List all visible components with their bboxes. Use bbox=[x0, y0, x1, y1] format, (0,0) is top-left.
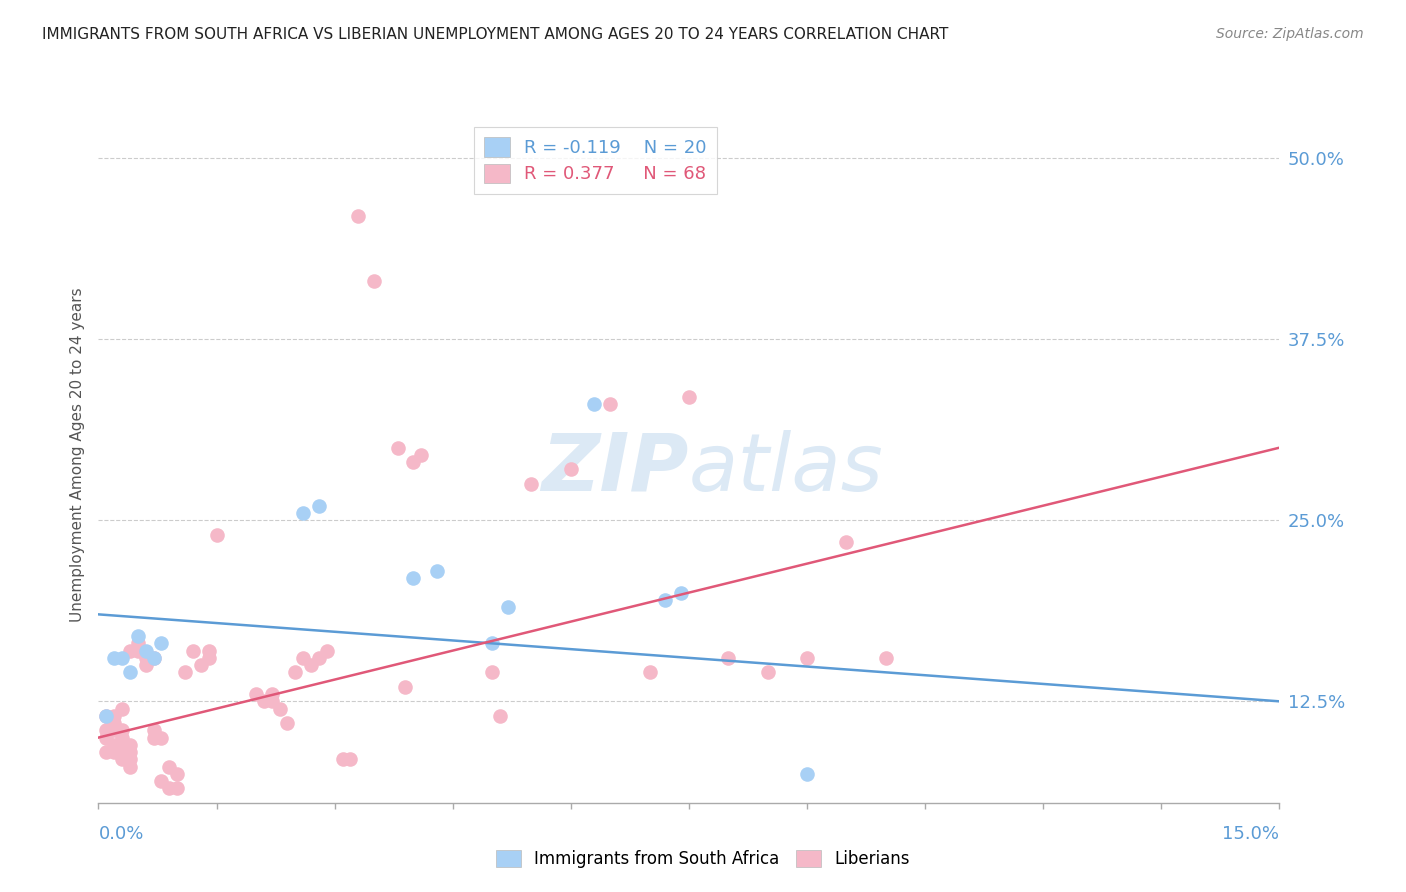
Point bbox=[118, 745, 141, 759]
Point bbox=[835, 535, 858, 549]
Point bbox=[127, 629, 149, 643]
Point bbox=[426, 564, 449, 578]
Point bbox=[96, 745, 118, 759]
Point bbox=[111, 723, 134, 738]
Point bbox=[150, 636, 173, 650]
Point bbox=[157, 781, 180, 796]
Point bbox=[142, 723, 165, 738]
Point bbox=[654, 592, 676, 607]
Point bbox=[190, 658, 212, 673]
Point bbox=[197, 643, 219, 657]
Point bbox=[166, 766, 188, 781]
Point bbox=[103, 723, 125, 738]
Point bbox=[387, 441, 409, 455]
Legend: Immigrants from South Africa, Liberians: Immigrants from South Africa, Liberians bbox=[489, 843, 917, 875]
Point bbox=[292, 506, 315, 520]
Point bbox=[111, 752, 134, 766]
Point bbox=[118, 738, 141, 752]
Point bbox=[394, 680, 416, 694]
Point bbox=[166, 781, 188, 796]
Point bbox=[103, 651, 125, 665]
Point bbox=[315, 643, 337, 657]
Point bbox=[103, 708, 125, 723]
Point bbox=[103, 716, 125, 731]
Point bbox=[111, 731, 134, 745]
Text: 15.0%: 15.0% bbox=[1222, 825, 1279, 843]
Point bbox=[756, 665, 779, 680]
Point bbox=[481, 636, 503, 650]
Text: 0.0%: 0.0% bbox=[98, 825, 143, 843]
Text: ZIP: ZIP bbox=[541, 430, 689, 508]
Point bbox=[481, 665, 503, 680]
Point bbox=[678, 390, 700, 404]
Point bbox=[638, 665, 661, 680]
Point bbox=[118, 759, 141, 773]
Point bbox=[181, 643, 204, 657]
Point bbox=[332, 752, 354, 766]
Text: Source: ZipAtlas.com: Source: ZipAtlas.com bbox=[1216, 27, 1364, 41]
Point bbox=[276, 716, 298, 731]
Point bbox=[402, 571, 425, 585]
Point bbox=[135, 658, 157, 673]
Point bbox=[245, 687, 267, 701]
Point bbox=[111, 651, 134, 665]
Point bbox=[347, 209, 370, 223]
Point bbox=[96, 731, 118, 745]
Point bbox=[142, 731, 165, 745]
Point bbox=[103, 745, 125, 759]
Point bbox=[875, 651, 897, 665]
Point bbox=[260, 687, 283, 701]
Point bbox=[142, 651, 165, 665]
Point bbox=[96, 708, 118, 723]
Point bbox=[103, 738, 125, 752]
Point bbox=[96, 723, 118, 738]
Point bbox=[135, 643, 157, 657]
Point bbox=[150, 731, 173, 745]
Point bbox=[253, 694, 276, 708]
Text: atlas: atlas bbox=[689, 430, 884, 508]
Point bbox=[96, 708, 118, 723]
Legend: R = -0.119    N = 20, R = 0.377     N = 68: R = -0.119 N = 20, R = 0.377 N = 68 bbox=[474, 127, 717, 194]
Point bbox=[111, 701, 134, 715]
Point bbox=[111, 745, 134, 759]
Point bbox=[717, 651, 740, 665]
Point bbox=[292, 651, 315, 665]
Point bbox=[157, 759, 180, 773]
Point bbox=[520, 476, 543, 491]
Point bbox=[339, 752, 361, 766]
Point bbox=[1071, 817, 1094, 831]
Point bbox=[260, 694, 283, 708]
Point bbox=[411, 448, 433, 462]
Point bbox=[669, 585, 692, 599]
Point bbox=[142, 651, 165, 665]
Point bbox=[599, 397, 621, 411]
Point bbox=[875, 810, 897, 824]
Point bbox=[111, 738, 134, 752]
Y-axis label: Unemployment Among Ages 20 to 24 years: Unemployment Among Ages 20 to 24 years bbox=[70, 287, 86, 623]
Point bbox=[489, 708, 512, 723]
Point bbox=[118, 643, 141, 657]
Point bbox=[496, 600, 519, 615]
Point bbox=[197, 651, 219, 665]
Point bbox=[284, 665, 307, 680]
Text: IMMIGRANTS FROM SOUTH AFRICA VS LIBERIAN UNEMPLOYMENT AMONG AGES 20 TO 24 YEARS : IMMIGRANTS FROM SOUTH AFRICA VS LIBERIAN… bbox=[42, 27, 949, 42]
Point bbox=[796, 651, 818, 665]
Point bbox=[269, 701, 291, 715]
Point bbox=[118, 752, 141, 766]
Point bbox=[127, 636, 149, 650]
Point bbox=[127, 643, 149, 657]
Point bbox=[118, 665, 141, 680]
Point bbox=[135, 651, 157, 665]
Point bbox=[560, 462, 582, 476]
Point bbox=[299, 658, 322, 673]
Point bbox=[308, 499, 330, 513]
Point bbox=[583, 397, 606, 411]
Point bbox=[150, 774, 173, 789]
Point bbox=[363, 274, 385, 288]
Point bbox=[796, 766, 818, 781]
Point bbox=[205, 527, 228, 541]
Point bbox=[308, 651, 330, 665]
Point bbox=[174, 665, 197, 680]
Point bbox=[402, 455, 425, 469]
